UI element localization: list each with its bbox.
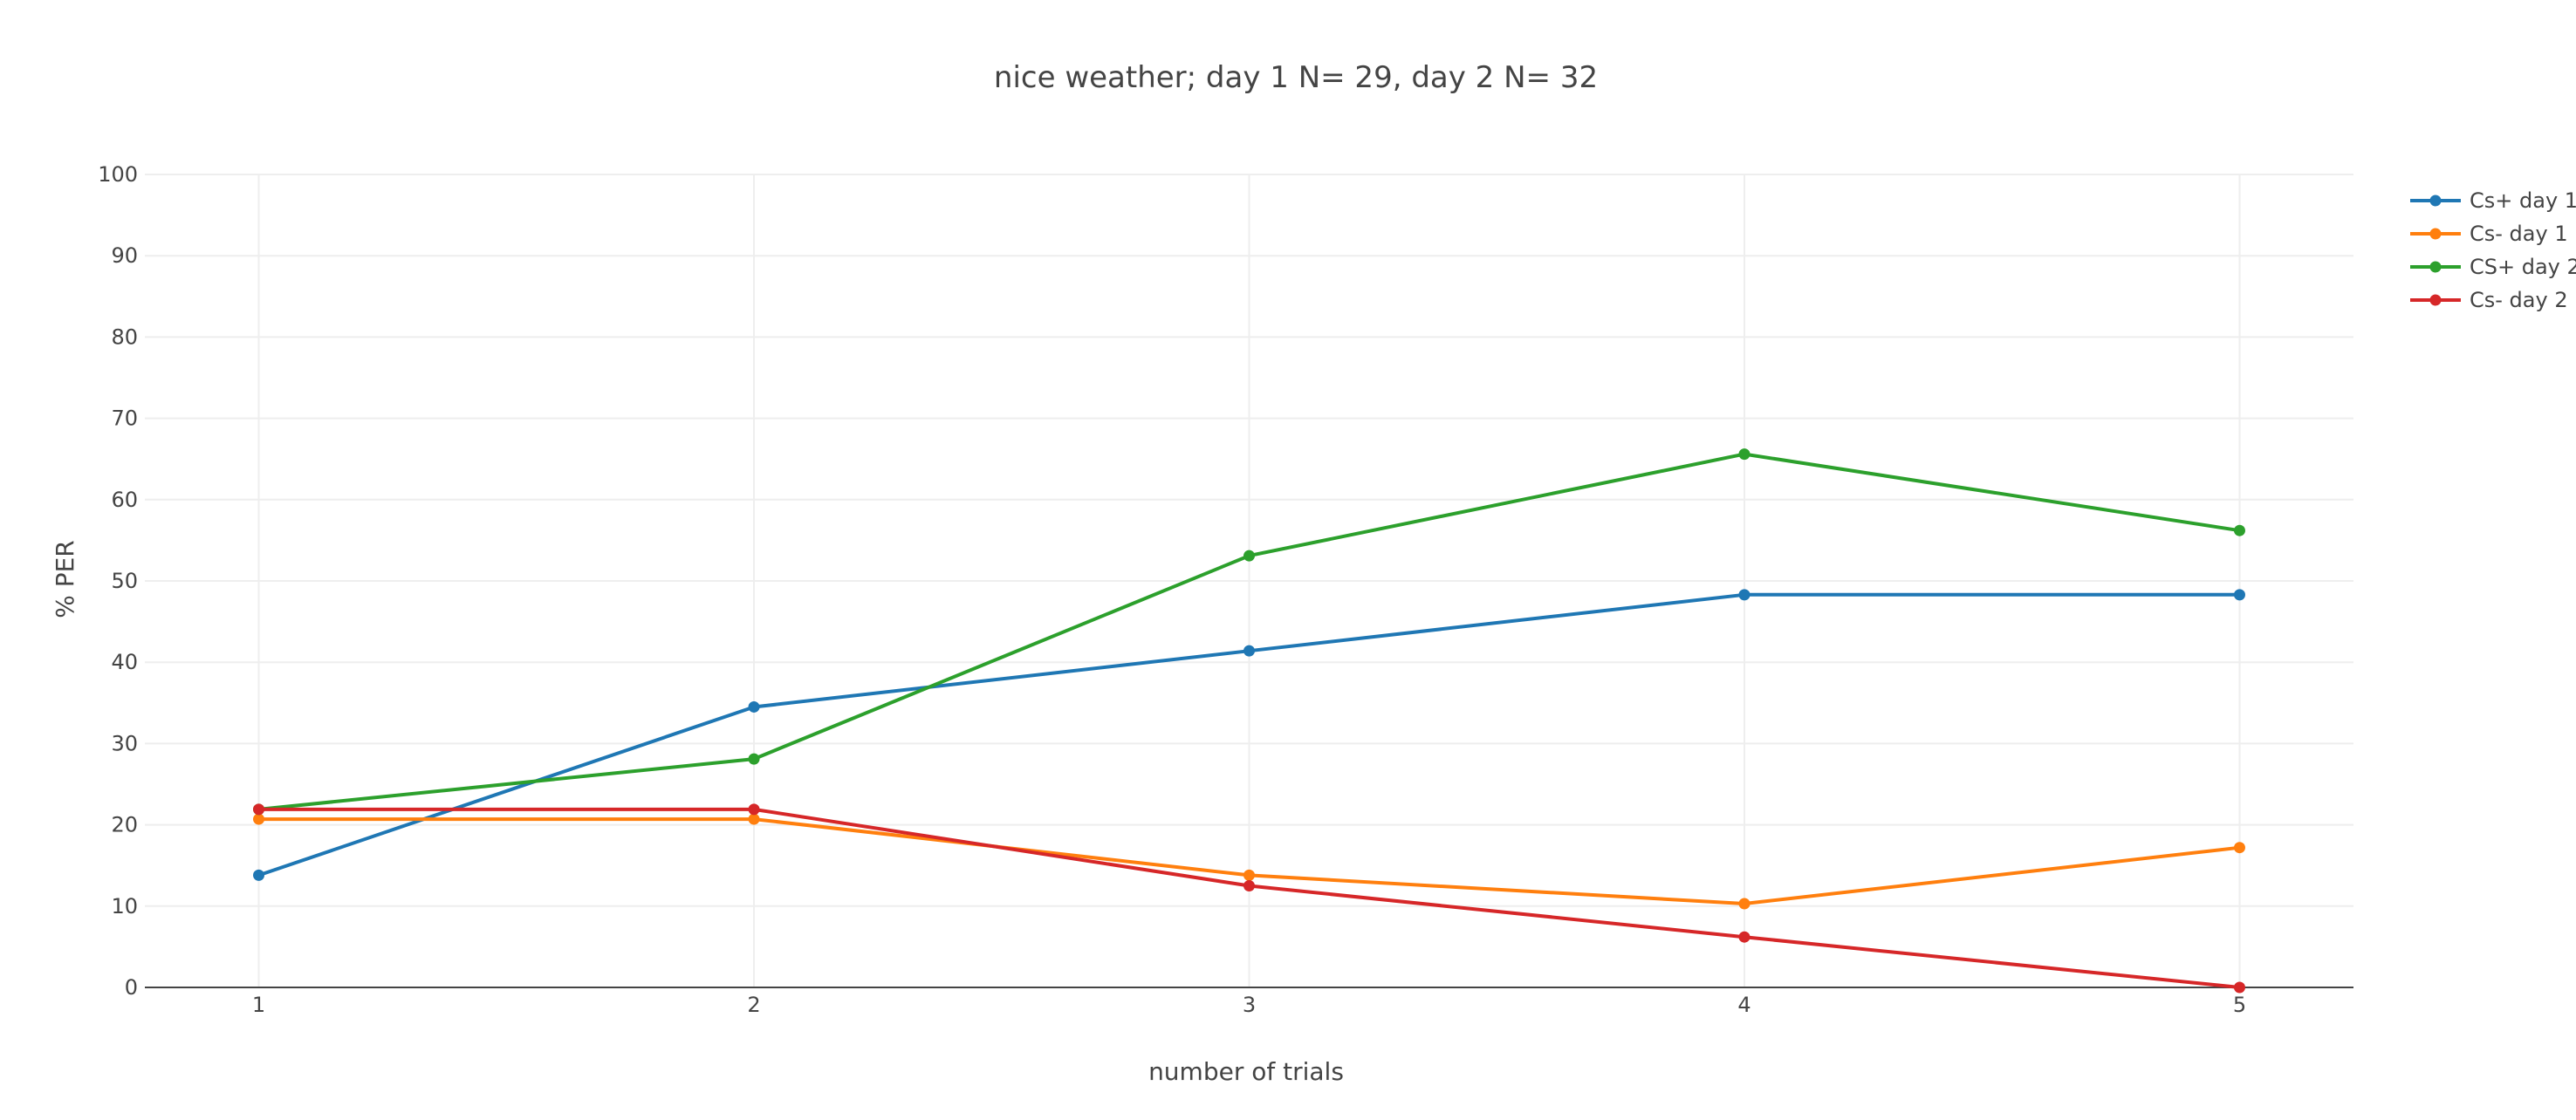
x-tick-label: 4 bbox=[1737, 993, 1750, 1017]
y-axis-title: % PER bbox=[51, 540, 79, 618]
y-tick-label: 50 bbox=[111, 569, 138, 593]
y-tick-label: 100 bbox=[98, 162, 138, 187]
series-4 bbox=[253, 803, 2245, 994]
grid bbox=[145, 174, 2353, 987]
data-point bbox=[1243, 880, 1255, 891]
data-point bbox=[748, 813, 760, 825]
data-point bbox=[748, 700, 760, 713]
legend[interactable]: Cs+ day 1 Cs- day 1 CS+ day 2 Cs- day 2 bbox=[2410, 188, 2576, 312]
legend-marker bbox=[2429, 294, 2442, 306]
x-tick-label: 1 bbox=[252, 993, 265, 1017]
legend-item[interactable]: Cs- day 2 bbox=[2410, 288, 2568, 312]
x-axis-title: number of trials bbox=[1148, 1057, 1344, 1086]
legend-marker bbox=[2429, 195, 2442, 207]
legend-item[interactable]: Cs+ day 1 bbox=[2410, 188, 2576, 213]
series-1 bbox=[253, 589, 2245, 881]
data-point bbox=[2233, 524, 2245, 536]
chart-title: nice weather; day 1 N= 29, day 2 N= 32 bbox=[994, 60, 1598, 95]
data-point bbox=[1243, 550, 1255, 562]
x-tick-label: 3 bbox=[1243, 993, 1256, 1017]
legend-label: CS+ day 2 bbox=[2470, 255, 2576, 279]
legend-item[interactable]: Cs- day 1 bbox=[2410, 222, 2568, 246]
series-lines bbox=[253, 448, 2245, 994]
series-2 bbox=[253, 813, 2245, 910]
data-point bbox=[2233, 589, 2245, 601]
legend-label: Cs- day 1 bbox=[2470, 222, 2568, 246]
y-tick-label: 20 bbox=[111, 813, 138, 837]
legend-label: Cs+ day 1 bbox=[2470, 188, 2576, 213]
y-tick-label: 0 bbox=[125, 975, 138, 1000]
x-tick-label: 5 bbox=[2233, 993, 2246, 1017]
y-tick-label: 10 bbox=[111, 894, 138, 919]
y-tick-label: 30 bbox=[111, 731, 138, 755]
data-point bbox=[748, 803, 760, 816]
data-point bbox=[253, 803, 265, 816]
data-point bbox=[1243, 645, 1255, 657]
data-point bbox=[1738, 448, 1750, 461]
legend-marker bbox=[2429, 228, 2442, 240]
y-tick-label: 80 bbox=[111, 324, 138, 349]
y-tick-label: 70 bbox=[111, 406, 138, 431]
data-point bbox=[748, 753, 760, 765]
data-point bbox=[1243, 869, 1255, 881]
data-point bbox=[1738, 931, 1750, 943]
y-tick-label: 90 bbox=[111, 243, 138, 268]
data-point bbox=[2233, 842, 2245, 854]
data-point bbox=[253, 869, 265, 881]
data-point bbox=[2233, 981, 2245, 994]
legend-label: Cs- day 2 bbox=[2470, 288, 2568, 312]
axes: 0 10 20 30 40 50 60 70 80 90 100 1 2 3 4 5 bbox=[98, 162, 2353, 1017]
legend-item[interactable]: CS+ day 2 bbox=[2410, 255, 2576, 279]
y-tick-label: 40 bbox=[111, 650, 138, 674]
data-point bbox=[1738, 898, 1750, 910]
x-tick-label: 2 bbox=[747, 993, 760, 1017]
legend-marker bbox=[2429, 261, 2442, 273]
y-tick-label: 60 bbox=[111, 488, 138, 512]
data-point bbox=[253, 813, 265, 825]
data-point bbox=[1738, 589, 1750, 601]
